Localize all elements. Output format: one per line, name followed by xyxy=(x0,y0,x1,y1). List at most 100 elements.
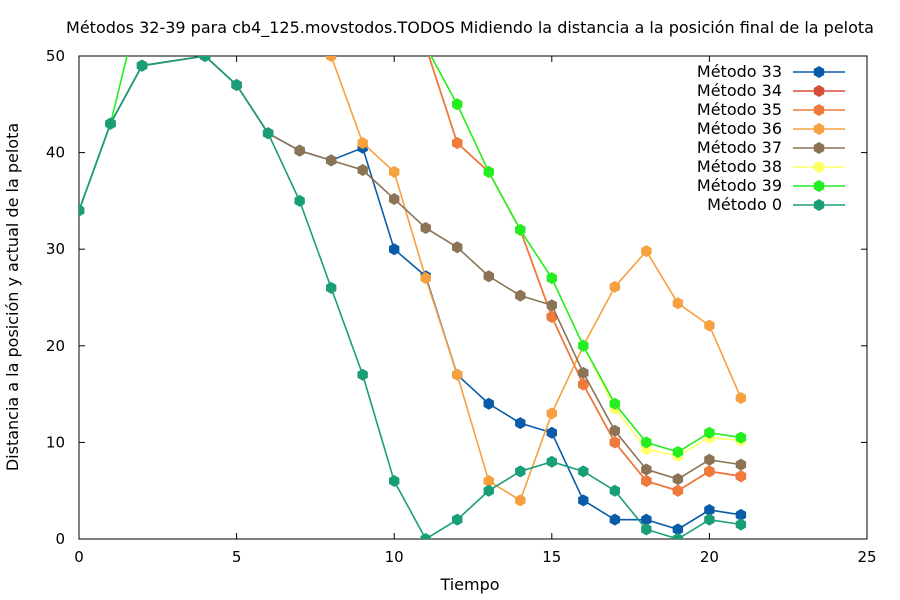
data-point xyxy=(199,56,211,62)
x-tick-label: 0 xyxy=(74,548,84,566)
data-point xyxy=(641,463,652,476)
data-point xyxy=(483,484,494,497)
data-point xyxy=(420,221,431,234)
series-7 xyxy=(79,56,747,539)
data-point xyxy=(546,407,557,420)
data-point xyxy=(483,270,494,283)
data-point xyxy=(704,504,715,517)
data-point xyxy=(609,424,621,437)
data-point xyxy=(515,223,526,236)
data-point xyxy=(672,446,684,459)
data-point xyxy=(357,136,368,149)
legend-marker xyxy=(813,180,825,192)
legend-entry: Método 36 xyxy=(697,119,845,138)
data-point xyxy=(105,117,116,130)
legend-entry: Método 38 xyxy=(697,157,845,176)
legend-label: Método 37 xyxy=(697,138,782,157)
data-point xyxy=(515,494,526,507)
data-point xyxy=(546,299,557,312)
series-line xyxy=(430,56,741,457)
data-point xyxy=(515,289,526,302)
legend-label: Método 34 xyxy=(697,81,782,100)
data-point xyxy=(735,458,747,471)
data-point xyxy=(704,453,715,466)
data-point xyxy=(136,59,148,72)
y-tick-label: 20 xyxy=(46,337,65,355)
y-tick-label: 10 xyxy=(46,433,65,451)
data-point xyxy=(641,245,652,258)
data-point xyxy=(578,494,589,507)
data-point xyxy=(578,465,589,478)
data-point xyxy=(735,431,747,444)
data-point xyxy=(735,508,747,521)
legend-label: Método 39 xyxy=(697,176,782,195)
legend-marker xyxy=(813,66,825,78)
data-point xyxy=(641,436,652,449)
data-point xyxy=(704,319,715,332)
legend-marker xyxy=(813,199,825,211)
data-point xyxy=(325,154,337,167)
x-tick-label: 15 xyxy=(542,548,561,566)
data-point xyxy=(609,484,621,497)
data-point xyxy=(609,436,621,449)
data-point xyxy=(641,513,652,526)
x-tick-label: 25 xyxy=(857,548,876,566)
data-point xyxy=(452,98,463,111)
data-point xyxy=(452,368,463,381)
data-point xyxy=(515,417,526,430)
legend-entry: Método 37 xyxy=(697,138,845,157)
series-layer xyxy=(79,40,747,539)
data-point xyxy=(609,280,621,293)
x-tick-label: 5 xyxy=(232,548,242,566)
data-point xyxy=(294,144,305,157)
data-point xyxy=(325,56,337,62)
legend-marker xyxy=(813,104,825,116)
legend-entry: Método 0 xyxy=(707,195,845,214)
data-point xyxy=(483,165,494,178)
legend-entry: Método 34 xyxy=(697,81,845,100)
legend-marker xyxy=(813,161,825,173)
series-line xyxy=(428,56,742,492)
data-point xyxy=(357,368,368,381)
data-point xyxy=(546,310,557,323)
series-0 xyxy=(79,56,747,536)
data-point xyxy=(389,192,400,205)
data-point xyxy=(124,40,134,52)
data-point xyxy=(389,165,400,178)
x-axis-label: Tiempo xyxy=(439,575,499,594)
series-line xyxy=(79,56,742,480)
legend-label: Método 35 xyxy=(697,100,782,119)
legend-label: Método 38 xyxy=(697,157,782,176)
y-tick-label: 40 xyxy=(46,144,65,162)
legend-marker xyxy=(813,85,825,97)
data-point xyxy=(389,475,400,488)
legend-marker xyxy=(813,142,825,154)
legend-label: Método 33 xyxy=(697,62,782,81)
data-point xyxy=(578,366,589,379)
data-point xyxy=(421,40,431,52)
series-line xyxy=(428,56,742,492)
data-point xyxy=(452,241,463,254)
data-point xyxy=(672,473,684,486)
data-point xyxy=(420,272,431,285)
x-tick-label: 10 xyxy=(385,548,404,566)
data-point xyxy=(262,127,274,140)
data-point xyxy=(672,533,684,539)
data-point xyxy=(421,40,431,52)
data-point xyxy=(79,204,85,217)
data-point xyxy=(546,272,557,285)
data-point xyxy=(609,397,621,410)
series-line xyxy=(79,56,742,531)
y-tick-label: 0 xyxy=(55,530,65,548)
legend-marker xyxy=(813,123,825,135)
x-tick-label: 20 xyxy=(700,548,719,566)
data-point xyxy=(609,513,621,526)
data-point xyxy=(704,465,715,478)
data-point xyxy=(735,518,747,531)
series-line xyxy=(79,56,742,453)
data-point xyxy=(672,297,684,310)
legend-label: Método 0 xyxy=(707,195,782,214)
plot-frame xyxy=(78,55,868,540)
